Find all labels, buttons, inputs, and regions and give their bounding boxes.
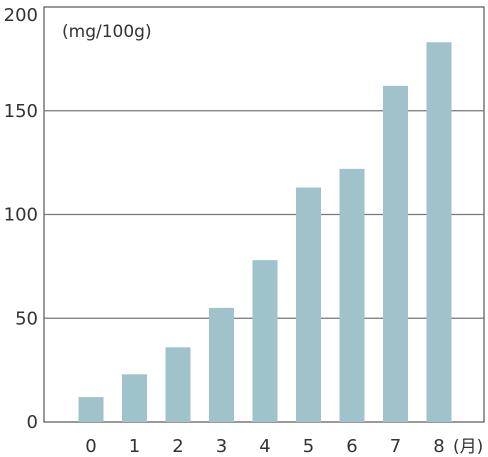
- bar-7: [383, 85, 408, 422]
- bar-3: [209, 307, 234, 422]
- x-tick-label: 1: [129, 436, 140, 457]
- bar-1: [122, 374, 147, 422]
- x-tick-label: 6: [346, 436, 357, 457]
- bar-8: [426, 42, 452, 423]
- y-tick-label: 50: [15, 308, 38, 329]
- bar-6: [339, 168, 365, 422]
- bar-4: [252, 260, 278, 422]
- bar-5: [296, 187, 321, 422]
- bars: [78, 42, 452, 423]
- x-tick-label: 3: [216, 436, 227, 457]
- x-tick-label: 0: [85, 436, 96, 457]
- bar-0: [78, 397, 104, 422]
- x-tick-label: 2: [172, 436, 183, 457]
- y-tick-label: 200: [4, 5, 38, 26]
- y-tick-label: 150: [4, 101, 38, 122]
- y-tick-label: 0: [27, 412, 38, 433]
- bar-2: [165, 347, 191, 422]
- x-tick-label: 8: [433, 436, 444, 457]
- x-tick-label: 5: [303, 436, 314, 457]
- x-tick-label: 7: [390, 436, 401, 457]
- y-tick-label: 100: [4, 205, 38, 226]
- y-unit-label: (mg/100g): [62, 22, 152, 42]
- x-tick-label: 4: [259, 436, 270, 457]
- y-axis-tick-labels: 0 50 100 150 200: [4, 5, 38, 433]
- x-unit-label: (月): [453, 437, 483, 457]
- x-axis-tick-labels: 0 1 2 3 4 5 6 7 8: [85, 436, 444, 457]
